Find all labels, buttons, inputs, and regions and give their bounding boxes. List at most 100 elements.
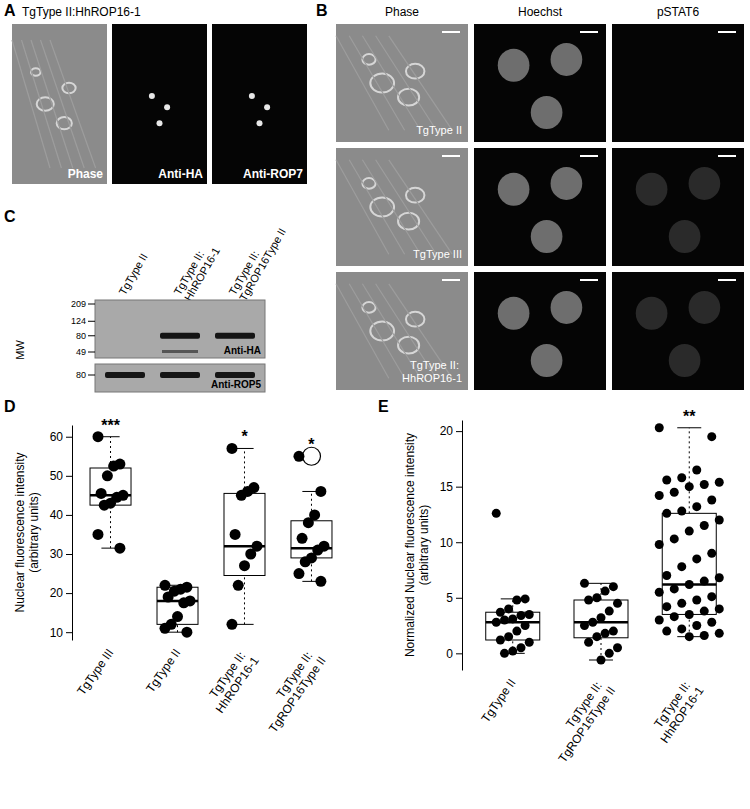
y-axis-title: Normalized Nuclear fluorescence intensit… (403, 433, 431, 657)
data-point (226, 619, 237, 630)
x-tick-label-line: HhROP16-1 (213, 654, 262, 716)
scale-bar (580, 155, 598, 157)
micrograph (612, 272, 744, 390)
whisker-cap-high (589, 583, 613, 584)
data-point (707, 432, 716, 441)
y-tick-label: 10 (50, 626, 64, 640)
x-tick: TgType II: HhROP16-1 (646, 670, 706, 746)
data-point (677, 473, 686, 482)
data-point (655, 540, 664, 549)
data-point (230, 529, 241, 540)
lane-label-line: TgType II (116, 251, 149, 297)
micrograph (612, 148, 744, 266)
data-point (233, 580, 244, 591)
data-point (163, 592, 174, 603)
y-tick-mark (456, 542, 462, 543)
box (224, 493, 265, 575)
y-tick: 10 (50, 626, 72, 640)
nucleus (531, 96, 563, 129)
x-tick: TgType II: HhROP16-1 (201, 640, 261, 716)
y-tick-mark (66, 554, 72, 555)
data-point (662, 476, 671, 485)
nucleus (689, 167, 721, 200)
data-point (492, 509, 501, 518)
data-point (685, 632, 694, 641)
data-point (496, 636, 505, 645)
data-point (592, 593, 601, 602)
data-point (500, 649, 509, 658)
significance: *** (101, 417, 120, 434)
data-point (605, 649, 614, 658)
data-point (236, 490, 247, 501)
image-background (474, 148, 606, 266)
mw-label: 49 (76, 347, 86, 357)
cell-texture (362, 36, 420, 130)
x-tick-label: TgType II: TgROP16Type II (544, 676, 618, 765)
data-point (584, 596, 593, 605)
panel-label: A (4, 2, 16, 19)
box (662, 513, 716, 614)
lane-label-line: HhROP16-1 (182, 245, 222, 303)
image-background (612, 24, 744, 142)
micrograph (474, 24, 606, 142)
scale-bar (580, 31, 598, 33)
mw-tick (88, 335, 95, 336)
image-background (12, 24, 107, 184)
whisker-high (689, 428, 690, 514)
y-tick-mark (66, 515, 72, 516)
data-point (508, 647, 517, 656)
cell-texture (336, 284, 389, 378)
data-point (613, 599, 622, 608)
y-tick-mark (456, 653, 462, 654)
whisker-low (177, 624, 178, 632)
y-tick-label: 40 (50, 508, 64, 522)
x-axis: TgType II TgType II: TgROP16Type II TgType… (478, 670, 706, 765)
x-tick-label-line: TgType II (478, 676, 518, 725)
whisker-low (244, 576, 245, 625)
image-background (474, 272, 606, 390)
micrograph (336, 272, 468, 390)
y-axis: 102030405060 (50, 426, 73, 641)
data-point (239, 560, 250, 571)
row-label-line: TgType II (416, 124, 462, 136)
data-point (700, 577, 709, 586)
y-axis: 05101520 (440, 421, 463, 671)
mw-tick (88, 375, 95, 376)
data-point (525, 610, 534, 619)
mw-label: 209 (71, 299, 86, 309)
data-point (159, 580, 170, 591)
y-tick-label: 30 (50, 547, 64, 561)
data-point (102, 470, 113, 481)
cell-texture (349, 36, 404, 130)
data-point (662, 571, 671, 580)
x-tick: TgType II (478, 670, 518, 725)
y-tick-mark (66, 437, 72, 438)
data-point (226, 443, 237, 454)
whisker-cap-high (677, 427, 701, 428)
data-point (677, 624, 686, 633)
cell-texture (22, 40, 62, 168)
x-tick: TgType III (74, 640, 116, 698)
cell-outline (370, 321, 394, 340)
data-point (597, 656, 606, 665)
x-tick-label-line: TgROP16Type II (555, 684, 618, 765)
data-point (609, 582, 618, 591)
y-tick-mark (456, 431, 462, 432)
y-tick-label: 0 (446, 647, 453, 661)
nucleus (551, 43, 583, 76)
cell-texture (349, 284, 404, 378)
image-background (474, 24, 606, 142)
cell-texture (362, 160, 420, 254)
data-point (700, 521, 709, 530)
data-point (655, 423, 664, 432)
mw-tick (88, 352, 95, 353)
data-point (670, 534, 679, 543)
data-point (662, 509, 671, 518)
cell-texture (376, 36, 437, 130)
micrograph (112, 24, 207, 184)
y-tick-label: 10 (440, 536, 454, 550)
column-header: Hoechst (518, 5, 563, 19)
image-background (112, 24, 207, 184)
cell-texture (389, 160, 452, 254)
data-point (670, 584, 679, 593)
